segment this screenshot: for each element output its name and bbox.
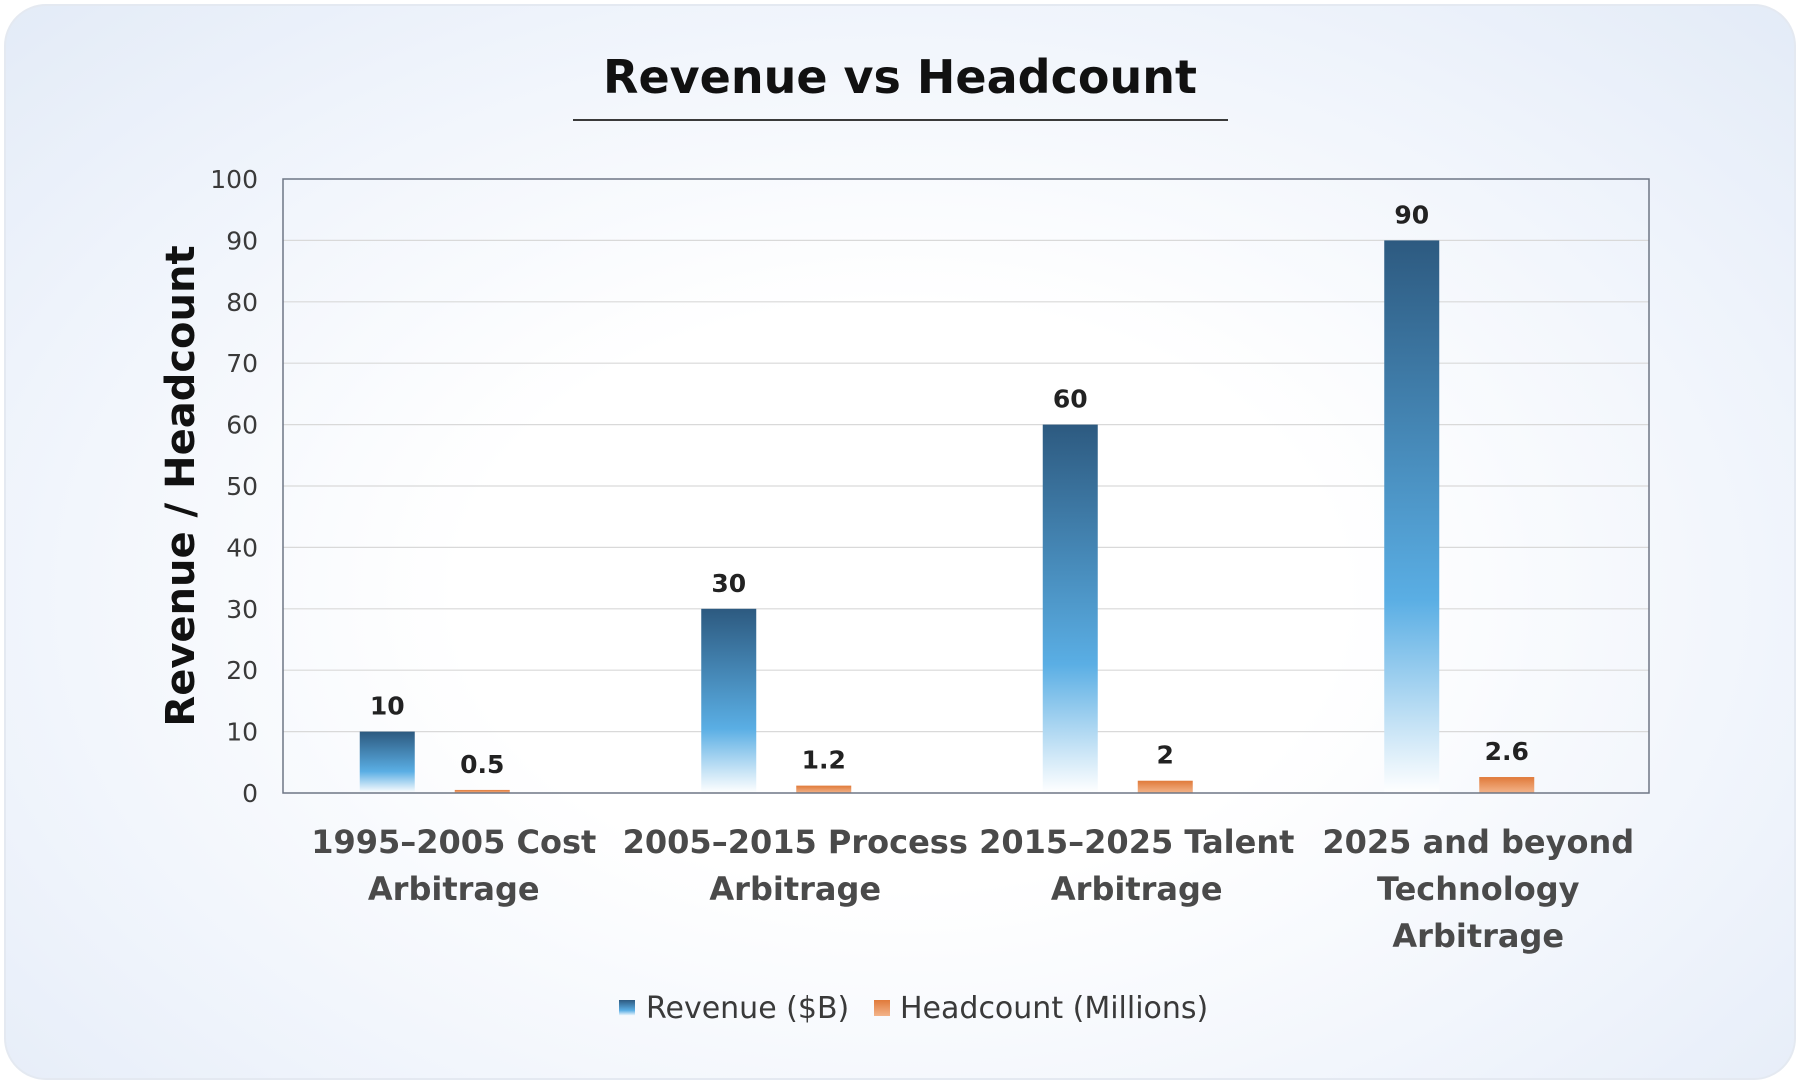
category-label-3-line-1: Technology [1377,870,1580,908]
data-label-headcount-2: 2 [1157,741,1174,770]
legend-item-revenue[interactable]: Revenue ($B) [619,991,849,1026]
category-label-3-line-2: Arbitrage [1392,917,1564,955]
bar-revenue-2 [1042,424,1098,793]
y-tick-label-80: 80 [226,288,258,317]
category-label-1-line-0: 2005–2015 Process [623,823,968,861]
category-label-2-line-0: 2015–2025 Talent [979,823,1294,861]
y-tick-label-50: 50 [226,472,258,501]
y-tick-label-60: 60 [226,411,258,440]
data-label-headcount-0: 0.5 [460,750,504,779]
y-tick-label-40: 40 [226,533,258,562]
data-label-headcount-3: 2.6 [1485,737,1529,766]
y-axis-ticks: 0 10 20 30 40 50 60 70 80 90 100 [210,165,258,808]
y-tick-label-10: 10 [226,718,258,747]
category-label-0-line-0: 1995–2005 Cost [311,823,596,861]
category-label-2-line-1: Arbitrage [1051,870,1223,908]
legend-item-headcount[interactable]: Headcount (Millions) [874,991,1208,1026]
legend: Revenue ($B) Headcount (Millions) [619,991,1208,1026]
bars [359,240,1535,793]
category-label-1-line-1: Arbitrage [709,870,881,908]
data-label-headcount-1: 1.2 [802,746,846,775]
y-tick-label-70: 70 [226,349,258,378]
y-tick-label-0: 0 [242,779,258,808]
chart-title: Revenue vs Headcount [603,50,1197,104]
data-label-revenue-2: 60 [1053,385,1088,414]
y-tick-label-100: 100 [210,165,258,194]
y-tick-label-20: 20 [226,656,258,685]
y-tick-label-30: 30 [226,595,258,624]
legend-swatch-headcount [874,1000,890,1016]
bar-revenue-1 [701,608,757,793]
bar-headcount-1 [796,785,852,793]
legend-label-headcount: Headcount (Millions) [900,991,1208,1026]
category-label-3-line-0: 2025 and beyond [1322,823,1634,861]
data-label-revenue-0: 10 [370,692,405,721]
y-tick-label-90: 90 [226,226,258,255]
bar-revenue-0 [359,731,415,793]
chart-card [4,4,1796,1080]
bar-revenue-3 [1384,240,1440,793]
legend-swatch-revenue [619,1000,635,1016]
bar-headcount-0 [454,789,510,793]
gridlines [283,239,1649,733]
data-labels: 10 0.5 30 1.2 60 2 90 2.6 [370,200,1529,779]
data-label-revenue-3: 90 [1394,200,1429,229]
bar-headcount-3 [1479,777,1535,793]
legend-label-revenue: Revenue ($B) [646,991,849,1026]
plot-frame [282,178,1650,794]
y-axis-label: Revenue / Headcount [158,245,204,726]
data-label-revenue-1: 30 [711,569,746,598]
category-label-0-line-1: Arbitrage [368,870,540,908]
x-axis-categories: 1995–2005 Cost Arbitrage 2005–2015 Process… [311,823,1634,955]
bar-headcount-2 [1137,780,1193,793]
